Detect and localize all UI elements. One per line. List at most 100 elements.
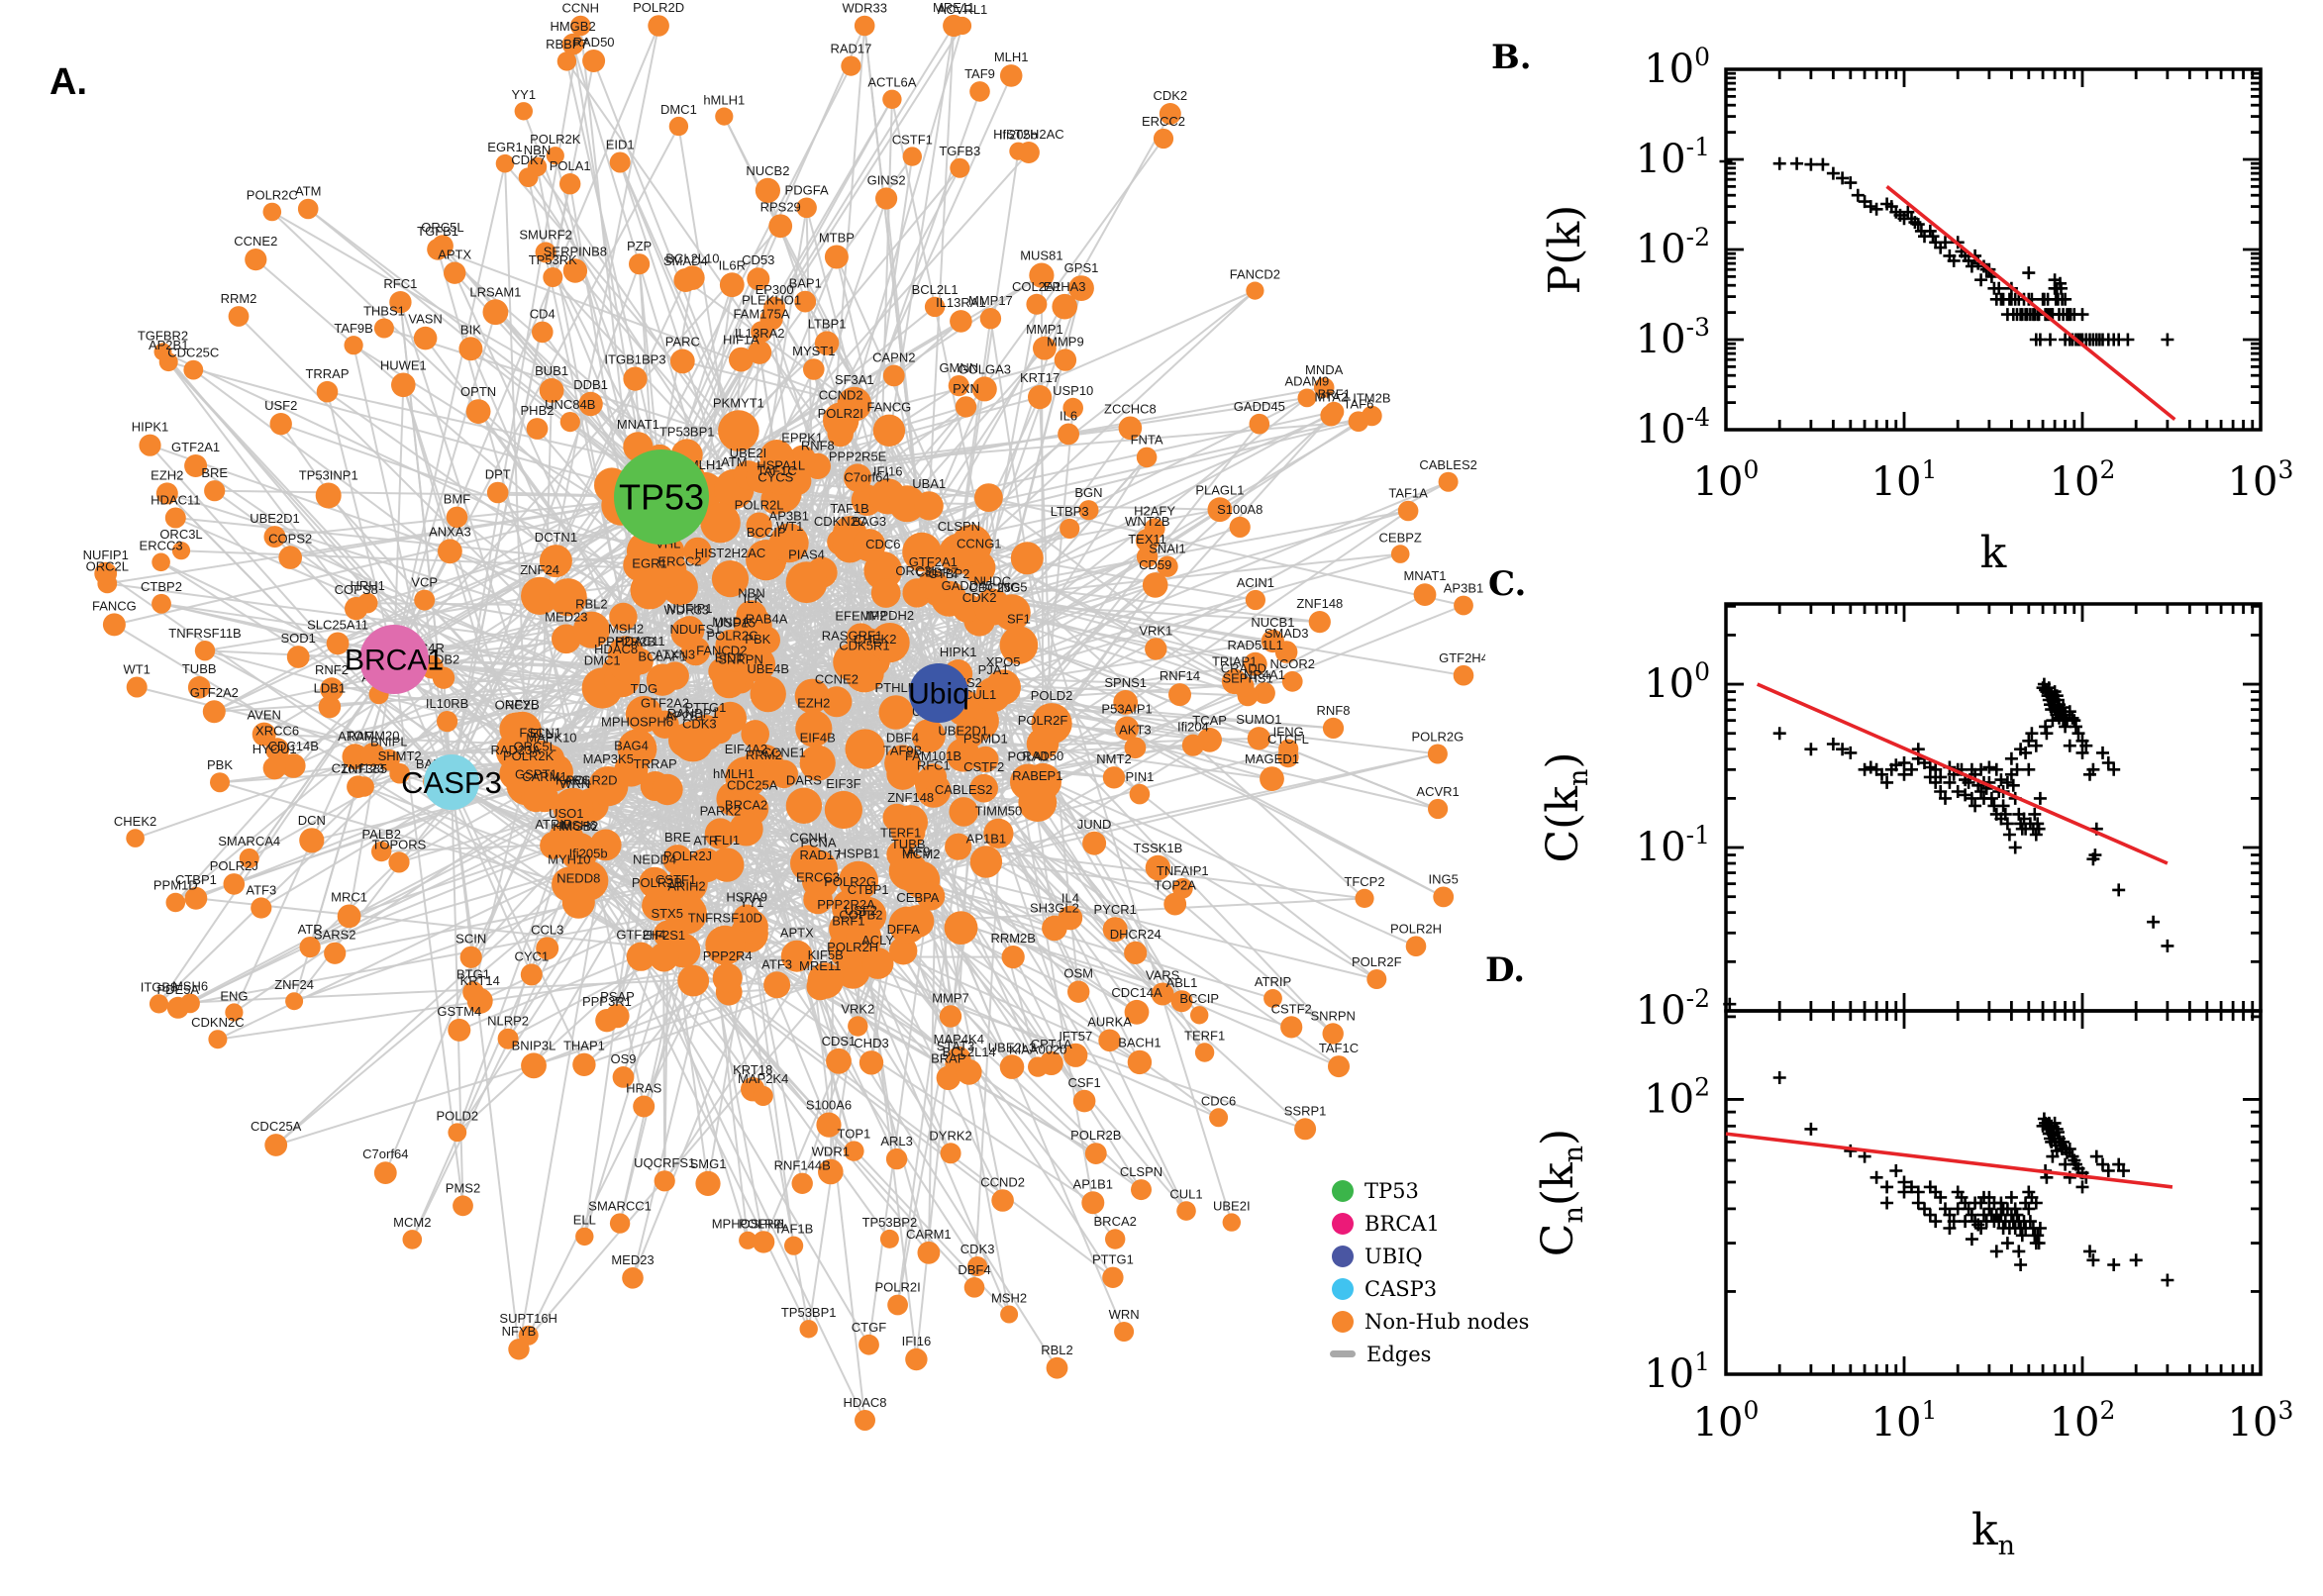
- axis-ticks: [1724, 1011, 2263, 1376]
- gene-label: TP53BP1: [659, 424, 715, 439]
- gene-node: [718, 410, 759, 451]
- gene-node: [999, 626, 1039, 664]
- gene-node: [299, 828, 325, 853]
- gene-label: TOP1: [838, 1126, 871, 1141]
- gene-label: FAM175A: [733, 306, 789, 321]
- gene-node: [1067, 980, 1090, 1003]
- gene-label: SMG1: [690, 1156, 727, 1171]
- gene-label: UQCRFS1: [634, 1155, 695, 1170]
- gene-node: [931, 580, 967, 617]
- gene-node: [946, 738, 980, 772]
- gene-label: NUCB2: [746, 163, 789, 178]
- gene-label: BAG4: [614, 738, 649, 752]
- gene-node: [1413, 583, 1437, 606]
- gene-node: [228, 306, 250, 327]
- gene-label: BTG1: [456, 966, 490, 981]
- gene-node: [152, 552, 170, 572]
- gene-node: [94, 561, 118, 585]
- gene-label: MSH6: [172, 979, 208, 994]
- gene-node: [824, 245, 849, 269]
- x-tick-label: 102: [2050, 455, 2116, 505]
- gene-label: POLR2C: [247, 188, 298, 203]
- gene-node: [889, 937, 918, 965]
- gene-node: [845, 729, 885, 769]
- gene-node: [202, 700, 226, 724]
- gene-node: [729, 347, 754, 372]
- gene-node: [1118, 416, 1143, 441]
- panel-d-label: D.: [1485, 950, 1526, 990]
- gene-node: [448, 1123, 467, 1143]
- gene-node: [971, 376, 997, 402]
- gene-node: [1113, 690, 1139, 715]
- gene-label: DHCR24: [1110, 927, 1162, 942]
- gene-node: [680, 265, 705, 290]
- gene-label: RANBP1: [667, 706, 719, 721]
- gene-node: [888, 485, 926, 523]
- legend-item: UBIQ: [1332, 1240, 1529, 1272]
- gene-node: [1254, 682, 1275, 704]
- gene-label: BAG3: [852, 514, 886, 529]
- gene-node: [901, 905, 935, 938]
- gene-label: POLA1: [550, 158, 591, 173]
- gene-label: NCOR2: [1269, 656, 1315, 671]
- gene-label: BCL2L1: [912, 282, 959, 297]
- gene-label: BCCIP: [747, 525, 786, 540]
- gene-node: [1438, 471, 1459, 492]
- x-axis-label: kn: [1971, 1505, 2015, 1561]
- gene-label: TP53INP1: [299, 468, 358, 483]
- gene-node: [164, 507, 186, 529]
- gene-node: [882, 803, 911, 832]
- x-tick-label: 101: [1871, 1396, 1938, 1446]
- gene-label: CDS1: [822, 1034, 857, 1048]
- gene-node: [677, 964, 710, 997]
- gene-node: [950, 157, 970, 178]
- gene-node: [1142, 572, 1168, 598]
- gene-label: TSSK1B: [1133, 841, 1182, 855]
- gene-label: IL4: [1061, 891, 1079, 906]
- gene-node: [265, 738, 290, 762]
- gene-node: [885, 1147, 908, 1170]
- gene-label: BAP1: [789, 276, 822, 291]
- gene-node: [704, 818, 737, 849]
- hub-node-CASP3: [424, 754, 479, 810]
- gene-node: [646, 663, 679, 696]
- gene-node: [748, 340, 772, 364]
- gene-label: BACH1: [1118, 1036, 1161, 1050]
- gene-label: NUFIP1: [83, 548, 129, 562]
- gene-label: ATM: [721, 454, 747, 469]
- axis-ticks: [1724, 604, 2263, 1013]
- gene-node: [1062, 397, 1083, 419]
- gene-label: ITGB8: [141, 979, 178, 994]
- gene-node: [371, 841, 392, 862]
- gene-label: CDK5R1: [839, 639, 889, 653]
- gene-label: TAF9: [964, 66, 995, 81]
- gene-label: ATR: [298, 922, 323, 937]
- gene-node: [741, 720, 769, 748]
- gene-label: TERF1: [1184, 1028, 1225, 1043]
- gene-label: AP1B1: [966, 831, 1006, 846]
- gene-label: CCND2: [819, 387, 863, 402]
- gene-label: MYST1: [792, 344, 835, 358]
- gene-label: ORC3L: [895, 563, 938, 578]
- gene-node: [570, 15, 591, 37]
- gene-node: [759, 307, 783, 331]
- gene-node: [139, 434, 161, 456]
- gene-node: [666, 893, 707, 935]
- edge-swatch-icon: [1330, 1350, 1356, 1357]
- gene-node: [879, 1229, 899, 1248]
- gene-node: [184, 454, 208, 477]
- gene-label: HMGB2: [553, 819, 598, 834]
- gene-label: EIF4B: [800, 731, 836, 746]
- gene-label: HSPB1: [838, 847, 880, 861]
- gene-label: CUL1: [1169, 1186, 1202, 1201]
- gene-node: [872, 414, 906, 447]
- gene-node: [1229, 516, 1251, 539]
- gene-label: PPP3R1: [582, 994, 632, 1009]
- gene-node: [171, 542, 191, 560]
- gene-node: [855, 1410, 875, 1431]
- gene-node: [785, 787, 823, 824]
- gene-label: TNFRSF10D: [688, 911, 762, 926]
- legend: TP53 BRCA1 UBIQ CASP3 Non-Hub nodes Edges: [1330, 1174, 1529, 1370]
- gene-node: [948, 375, 969, 397]
- gene-node: [826, 1047, 852, 1074]
